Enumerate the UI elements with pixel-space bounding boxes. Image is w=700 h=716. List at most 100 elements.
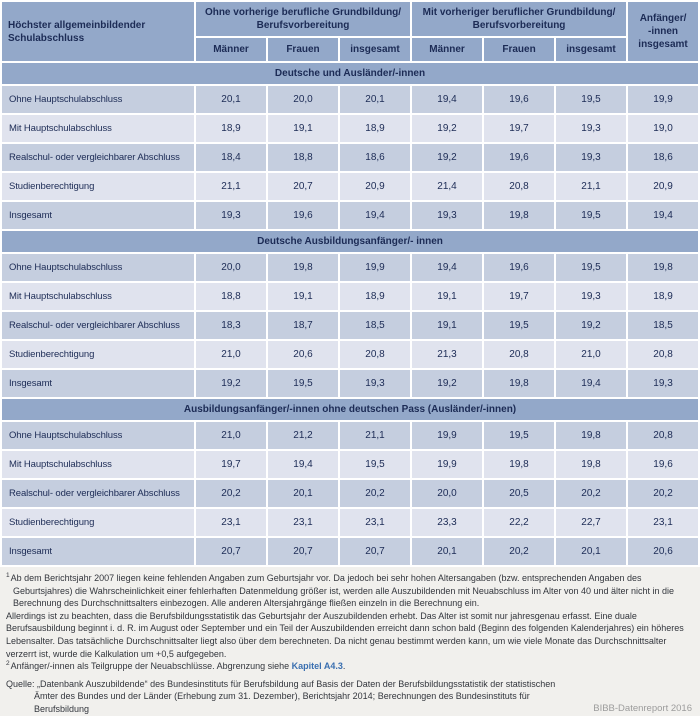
value-cell: 18,9 — [340, 115, 411, 142]
section-title: Deutsche Ausbildungsanfänger/- innen — [2, 231, 699, 252]
table-row: Realschul- oder vergleichbarer Abschluss… — [2, 312, 699, 339]
value-cell: 18,4 — [196, 144, 266, 171]
value-cell: 22,7 — [556, 509, 627, 536]
group-header-mit-grundbildung: Mit vorheriger beruflicher Grundbildung/… — [412, 2, 627, 36]
value-cell: 20,9 — [628, 173, 699, 200]
value-cell: 18,3 — [196, 312, 266, 339]
value-cell: 20,8 — [628, 422, 699, 449]
value-cell: 18,9 — [628, 283, 699, 310]
value-cell: 18,5 — [340, 312, 411, 339]
group-header-line: Berufsvorbereitung — [472, 20, 566, 31]
section-title: Ausbildungsanfänger/-innen ohne deutsche… — [2, 399, 699, 420]
value-cell: 19,5 — [340, 451, 411, 478]
value-cell: 23,1 — [268, 509, 338, 536]
value-cell: 19,6 — [484, 86, 555, 113]
value-cell: 19,5 — [556, 86, 627, 113]
value-cell: 20,1 — [412, 538, 483, 565]
value-cell: 18,9 — [340, 283, 411, 310]
column-header-anfaenger-insgesamt: Anfänger/ -innen insgesamt — [628, 2, 699, 61]
row-label: Studienberechtigung — [2, 173, 194, 200]
value-cell: 18,7 — [268, 312, 338, 339]
value-cell: 20,0 — [196, 254, 266, 281]
column-header-line: insgesamt — [638, 39, 688, 50]
value-cell: 21,0 — [556, 341, 627, 368]
row-label: Insgesamt — [2, 538, 194, 565]
value-cell: 19,3 — [556, 115, 627, 142]
value-cell: 21,3 — [412, 341, 483, 368]
value-cell: 19,4 — [628, 202, 699, 229]
value-cell: 18,6 — [340, 144, 411, 171]
group-header-line: Ohne vorherige berufliche Grundbildung/ — [204, 7, 402, 18]
value-cell: 19,5 — [484, 422, 555, 449]
value-cell: 19,7 — [484, 115, 555, 142]
column-header-line: -innen — [648, 26, 679, 37]
corner-header-line: Schulabschluss — [8, 32, 85, 44]
value-cell: 20,7 — [340, 538, 411, 565]
row-label: Insgesamt — [2, 370, 194, 397]
value-cell: 19,9 — [412, 422, 483, 449]
row-label: Ohne Hauptschulabschluss — [2, 254, 194, 281]
row-label: Mit Hauptschulabschluss — [2, 451, 194, 478]
footnote-text: Anfänger/-innen als Teilgruppe der Neuab… — [10, 661, 292, 672]
value-cell: 21,1 — [196, 173, 266, 200]
value-cell: 19,6 — [484, 144, 555, 171]
value-cell: 19,4 — [556, 370, 627, 397]
value-cell: 19,9 — [340, 254, 411, 281]
value-cell: 19,3 — [556, 283, 627, 310]
value-cell: 20,1 — [340, 86, 411, 113]
footnote-text: Allerdings ist zu beachten, dass die Ber… — [6, 610, 684, 659]
footnote-1-continuation: Allerdings ist zu beachten, dass die Ber… — [6, 610, 694, 660]
value-cell: 21,1 — [340, 422, 411, 449]
value-cell: 21,2 — [268, 422, 338, 449]
group-header-line: Mit vorheriger beruflicher Grundbildung/ — [422, 7, 616, 18]
row-label: Studienberechtigung — [2, 509, 194, 536]
kapitel-a43-link[interactable]: Kapitel A4.3 — [291, 661, 343, 672]
value-cell: 21,0 — [196, 422, 266, 449]
value-cell: 19,2 — [412, 144, 483, 171]
group-header-ohne-grundbildung: Ohne vorherige berufliche Grundbildung/ … — [196, 2, 411, 36]
row-label: Insgesamt — [2, 202, 194, 229]
value-cell: 19,2 — [196, 370, 266, 397]
value-cell: 19,6 — [484, 254, 555, 281]
sub-header-row: Männer Frauen insgesamt Männer Frauen in… — [2, 38, 698, 61]
value-cell: 19,2 — [556, 312, 627, 339]
value-cell: 23,1 — [340, 509, 411, 536]
value-cell: 19,5 — [268, 370, 338, 397]
value-cell: 19,5 — [484, 312, 555, 339]
column-header-line: Anfänger/ — [639, 13, 687, 24]
value-cell: 19,1 — [412, 312, 483, 339]
table-row: Mit Hauptschulabschluss 18,9 19,1 18,9 19,2 1… — [2, 115, 699, 142]
value-cell: 20,6 — [628, 538, 699, 565]
table-row: Insgesamt 19,2 19,5 19,3 19,2 19,8 19,4 19,3 — [2, 370, 699, 397]
group-header-line: Berufsvorbereitung — [256, 20, 350, 31]
section-band-row: Deutsche Ausbildungsanfänger/- innen — [2, 231, 699, 252]
report-brand: BIBB-Datenreport 2016 — [593, 703, 692, 715]
value-cell: 20,0 — [412, 480, 483, 507]
value-cell: 19,6 — [628, 451, 699, 478]
value-cell: 21,1 — [556, 173, 627, 200]
value-cell: 21,4 — [412, 173, 483, 200]
row-label: Realschul- oder vergleichbarer Abschluss — [2, 480, 194, 507]
section-band-row: Deutsche und Ausländer/-innen — [2, 63, 699, 84]
value-cell: 20,5 — [484, 480, 555, 507]
column-header-frauen: Frauen — [484, 38, 555, 61]
value-cell: 20,8 — [484, 341, 555, 368]
row-label: Mit Hauptschulabschluss — [2, 115, 194, 142]
value-cell: 18,6 — [628, 144, 699, 171]
value-cell: 19,8 — [484, 202, 555, 229]
column-header-maenner: Männer — [412, 38, 483, 61]
footnote-2: 2Anfänger/-innen als Teilgruppe der Neua… — [6, 660, 694, 673]
table-row: Studienberechtigung 23,1 23,1 23,1 23,3 22,2 2… — [2, 509, 699, 536]
value-cell: 19,8 — [628, 254, 699, 281]
value-cell: 18,8 — [268, 144, 338, 171]
row-label: Studienberechtigung — [2, 341, 194, 368]
footnotes-area: 1Ab dem Berichtsjahr 2007 liegen keine f… — [0, 567, 700, 716]
value-cell: 20,8 — [628, 341, 699, 368]
value-cell: 19,3 — [196, 202, 266, 229]
table-row: Insgesamt 20,7 20,7 20,7 20,1 20,2 20,1 20,6 — [2, 538, 699, 565]
value-cell: 19,2 — [412, 115, 483, 142]
value-cell: 20,2 — [628, 480, 699, 507]
table-row: Ohne Hauptschulabschluss 20,0 19,8 19,9 19,4… — [2, 254, 699, 281]
value-cell: 20,8 — [484, 173, 555, 200]
footnote-marker: 2 — [6, 660, 10, 668]
